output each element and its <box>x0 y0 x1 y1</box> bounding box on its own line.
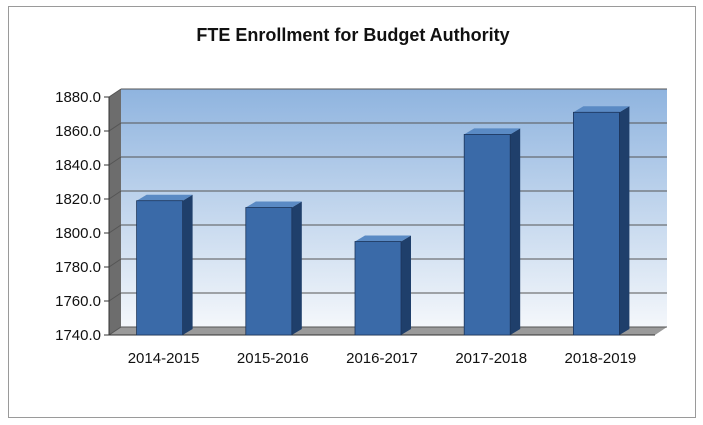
y-tick-label: 1760.0 <box>55 293 101 310</box>
bar-top <box>573 106 630 113</box>
y-tick-label: 1740.0 <box>55 327 101 344</box>
x-tick-label: 2017-2018 <box>455 350 527 367</box>
bar-top <box>464 128 521 135</box>
bar <box>245 207 293 336</box>
y-tick-label: 1780.0 <box>55 259 101 276</box>
gridline-side <box>108 190 122 200</box>
gridline-side <box>108 88 122 98</box>
gridline-side <box>108 326 122 336</box>
y-tick-label: 1820.0 <box>55 191 101 208</box>
x-tick-label: 2014-2015 <box>128 350 200 367</box>
plot-side-wall <box>109 89 121 335</box>
y-tick-label: 1800.0 <box>55 225 101 242</box>
bar-side <box>401 235 411 335</box>
bar-chart: 1740.0 1760.0 1780.0 1800.0 1820.0 1840.0 1860… <box>55 88 667 367</box>
chart-title: FTE Enrollment for Budget Authority <box>196 25 510 45</box>
bar-side <box>182 194 193 335</box>
bar <box>573 111 620 336</box>
gridline-side <box>108 292 122 302</box>
bar <box>354 241 402 336</box>
x-tick-label: 2015-2016 <box>237 350 309 367</box>
bar-top <box>245 201 302 208</box>
bar-side <box>510 128 521 335</box>
gridline-side <box>108 122 122 132</box>
bar <box>136 200 183 336</box>
bar-side <box>291 201 302 335</box>
gridline-side <box>108 156 122 166</box>
bar-top <box>355 235 411 242</box>
bar-side <box>619 106 630 335</box>
y-tick-label: 1880.0 <box>55 89 101 106</box>
x-tick-label: 2016-2017 <box>346 350 418 367</box>
y-tick-label: 1840.0 <box>55 157 101 174</box>
chart-frame: FTE Enrollment for Budget Authority 1740… <box>8 6 696 418</box>
y-tick-label: 1860.0 <box>55 123 101 140</box>
bar <box>463 134 511 336</box>
gridline-side <box>108 224 122 234</box>
bar-top <box>136 194 193 201</box>
gridline-side <box>108 258 122 268</box>
x-tick-label: 2018-2019 <box>565 350 637 367</box>
